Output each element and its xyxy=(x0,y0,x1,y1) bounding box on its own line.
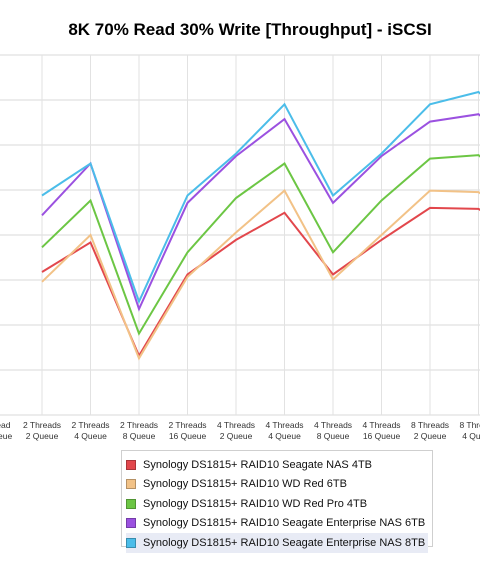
x-tick-label: 2 Threads 8 Queue xyxy=(120,420,158,441)
legend-swatch xyxy=(126,498,136,509)
legend-swatch xyxy=(126,537,136,548)
x-tick-label: 4 Threads 2 Queue xyxy=(217,420,255,441)
legend: Synology DS1815+ RAID10 Seagate NAS 4TB S… xyxy=(121,450,433,553)
x-tick-label: 4 Threads 16 Queue xyxy=(362,420,400,441)
legend-label: Synology DS1815+ RAID10 Seagate NAS 4TB xyxy=(143,458,372,471)
legend-item[interactable]: Synology DS1815+ RAID10 Seagate Enterpri… xyxy=(126,514,432,534)
legend-item[interactable]: Synology DS1815+ RAID10 Seagate NAS 4TB xyxy=(126,455,432,475)
legend-item[interactable]: Synology DS1815+ RAID10 Seagate Enterpri… xyxy=(126,533,428,553)
series-lines xyxy=(41,90,480,361)
legend-item[interactable]: Synology DS1815+ RAID10 WD Red 6TB xyxy=(126,475,432,495)
x-tick-label: 2 Threads 16 Queue xyxy=(168,420,206,441)
x-tick-label: 2 Threads 4 Queue xyxy=(71,420,109,441)
chart-title: 8K 70% Read 30% Write [Throughput] - iSC… xyxy=(68,20,432,39)
series-line-3 xyxy=(41,154,480,336)
legend-label: Synology DS1815+ RAID10 Seagate Enterpri… xyxy=(143,536,426,549)
legend-label: Synology DS1815+ RAID10 Seagate Enterpri… xyxy=(143,517,426,530)
x-tick-label: 8 Threads 2 Queue xyxy=(411,420,449,441)
x-tick-label: 4 Threads 4 Queue xyxy=(265,420,303,441)
series-line-5 xyxy=(41,90,480,305)
x-tick-label: 1 Thread16 Queue xyxy=(0,420,12,441)
series-line-4 xyxy=(41,113,480,312)
x-tick-label: 2 Threads 2 Queue xyxy=(23,420,61,441)
x-tick-label: 4 Threads 8 Queue xyxy=(314,420,352,441)
legend-swatch xyxy=(126,459,136,470)
series-line-1 xyxy=(41,206,480,358)
legend-swatch xyxy=(126,518,136,529)
legend-label: Synology DS1815+ RAID10 WD Red 6TB xyxy=(143,478,347,491)
legend-item[interactable]: Synology DS1815+ RAID10 WD Red Pro 4TB xyxy=(126,494,432,514)
gridlines xyxy=(0,54,480,416)
legend-label: Synology DS1815+ RAID10 WD Red Pro 4TB xyxy=(143,497,368,510)
legend-swatch xyxy=(126,479,136,490)
series-line-2 xyxy=(41,189,480,361)
